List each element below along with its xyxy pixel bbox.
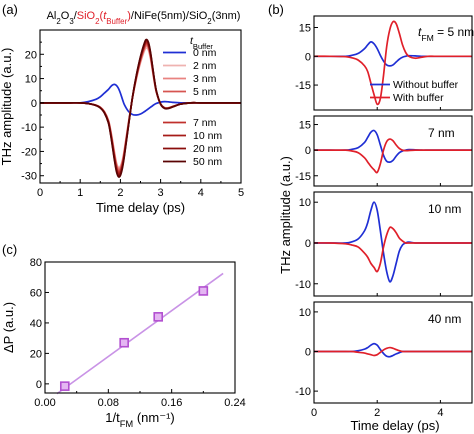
- data-point: [153, 312, 164, 322]
- x-axis-label: 1/tFM (nm⁻¹): [105, 410, 175, 429]
- subplot-label: 40 nm: [428, 312, 461, 326]
- y-tick-label: 20: [30, 348, 42, 360]
- y-tick-label: 15: [299, 23, 311, 35]
- subplot-3-frame: [313, 191, 473, 297]
- legend-title: tBuffer: [190, 35, 213, 51]
- panel-c-label: (c): [2, 242, 17, 257]
- x-axis-label: Time delay (ps): [350, 418, 439, 433]
- subplot-4-series-line: [313, 346, 472, 357]
- y-tick-label: -15: [295, 171, 311, 183]
- subplot-1-series-line: [314, 41, 472, 67]
- legend-entry: 0 nm: [193, 47, 217, 59]
- y-tick-label: -10: [295, 279, 311, 291]
- y-tick-label: 40: [30, 318, 42, 330]
- subplot-label: tFM = 5 nm: [418, 25, 474, 43]
- x-tick-label: 2: [117, 187, 123, 199]
- x-tick-label: 3: [158, 187, 164, 199]
- legend-entry: 10 nm: [193, 130, 222, 142]
- y-tick-label: 15: [299, 120, 311, 132]
- panel-c-frame: [44, 261, 236, 394]
- x-tick-label: 0: [311, 407, 317, 419]
- y-tick-label: 0: [305, 238, 311, 250]
- subplot-1-series-line: [313, 20, 472, 106]
- legend-entry: 7 nm: [193, 117, 217, 129]
- subplot-3-series-line: [313, 226, 473, 273]
- y-tick-label: 10: [299, 197, 311, 209]
- legend-entry: 20 nm: [193, 143, 222, 155]
- y-tick-label: 80: [30, 257, 42, 269]
- x-tick-label: 5: [238, 187, 244, 199]
- x-tick-label: 0.08: [98, 397, 119, 409]
- legend-entry: 3 nm: [193, 73, 217, 85]
- x-tick-label: 1: [77, 187, 83, 199]
- panel-a-chart: Al2O3/SiO2(tBuffer)/NiFe(5nm)/SiO2(3nm) 0…: [0, 10, 244, 215]
- y-tick-label: 60: [30, 287, 42, 299]
- x-tick-label: 4: [437, 407, 443, 419]
- data-point: [59, 381, 70, 391]
- subplot-4-frame: [313, 301, 473, 404]
- y-axis-label: ΔP (a.u.): [1, 302, 16, 353]
- series-line-50-nm: [40, 38, 241, 178]
- data-point: [198, 286, 209, 296]
- x-tick-label: 0.00: [34, 397, 55, 409]
- y-tick-label: 0: [305, 51, 311, 63]
- subplot-1-frame: [313, 15, 473, 111]
- subplot-4-series-line: [313, 342, 472, 358]
- panel-a-title: Al2O3/SiO2(tBuffer)/NiFe(5nm)/SiO2(3nm): [47, 10, 241, 26]
- y-tick-label: -20: [21, 146, 37, 158]
- y-tick-label: 20: [25, 49, 37, 61]
- y-tick-label: 0: [31, 98, 37, 110]
- legend-entry: 5 nm: [193, 86, 217, 98]
- panel-a-label: (a): [2, 2, 18, 17]
- x-tick-label: 0.16: [161, 397, 182, 409]
- y-tick-label: -30: [21, 171, 37, 183]
- legend-entry: Without buffer: [393, 79, 459, 91]
- panel-b-label: (b): [268, 2, 284, 17]
- panel-c-chart: 0.00 0.08 0.16 0.24 0 20 40 60 80 1/tFM (nm⁻¹) ΔP …: [1, 257, 246, 429]
- y-axis-label: THz amplitude (a.u.): [278, 156, 293, 274]
- x-tick-label: 2: [374, 407, 380, 419]
- legend-entry: 2 nm: [193, 60, 217, 72]
- legend-entry: With buffer: [393, 92, 444, 104]
- x-axis-label: Time delay (ps): [96, 200, 185, 215]
- y-tick-label: 10: [299, 307, 311, 319]
- x-tick-label: 4: [198, 187, 204, 199]
- legend-entry: 50 nm: [193, 156, 222, 168]
- x-tick-label: 0: [37, 187, 43, 199]
- y-tick-label: -10: [295, 386, 311, 398]
- subplot-label: 10 nm: [428, 202, 461, 216]
- fit-line: [56, 272, 224, 395]
- x-tick-label: 0.24: [224, 397, 245, 409]
- y-tick-label: 10: [25, 74, 37, 86]
- y-axis-label: THz amplitude (a.u.): [0, 48, 14, 166]
- subplot-2-series-line: [314, 138, 472, 174]
- y-tick-label: -15: [295, 80, 311, 92]
- y-tick-label: 0: [36, 379, 42, 391]
- subplot-2-frame: [313, 115, 473, 187]
- y-tick-label: 0: [305, 347, 311, 359]
- data-point: [119, 337, 129, 348]
- y-tick-label: 0: [305, 145, 311, 157]
- subplot-label: 7 nm: [428, 126, 455, 140]
- y-tick-label: -10: [21, 122, 37, 134]
